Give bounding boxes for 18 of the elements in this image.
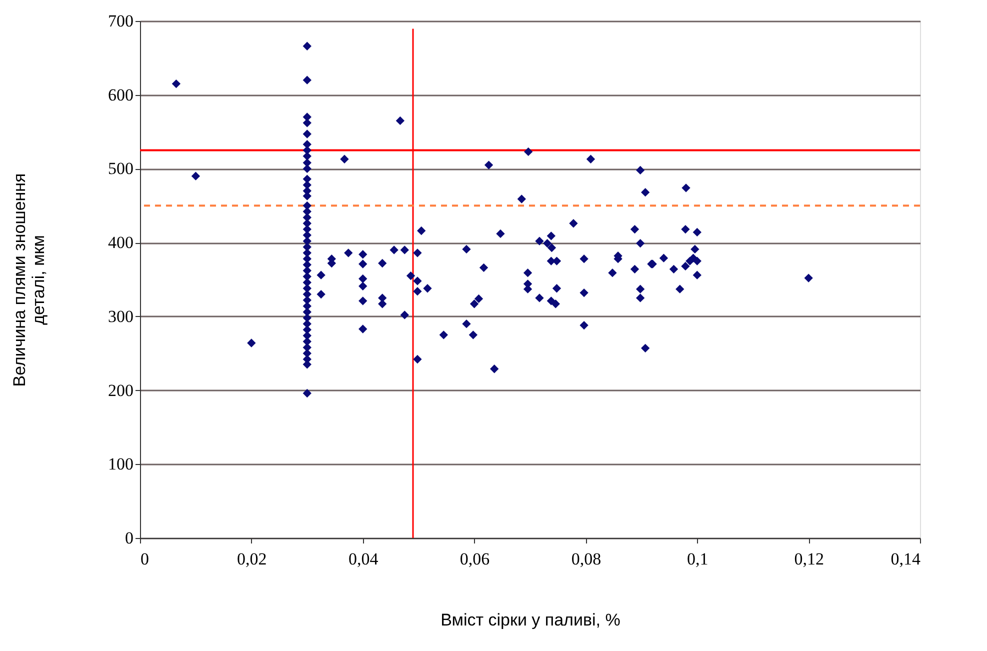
x-tick-label: 0,14 [890,550,921,568]
y-axis-title: Величина плями зношення деталі, мкм [10,173,48,387]
y-tick-label: 200 [108,380,134,400]
y-tick-label: 700 [108,12,134,30]
x-tick-label: 0 [140,550,149,568]
x-tick-label: 0,08 [571,550,602,568]
x-tick-label: 0,12 [794,550,824,568]
x-tick-label: 0,1 [687,550,708,568]
x-axis-title: Вміст сірки у паливі, % [440,610,620,630]
y-tick-label: 300 [108,306,134,326]
y-tick-label: 500 [108,159,134,178]
x-tick-label: 0,06 [460,550,490,568]
y-tick-label: 100 [108,454,134,474]
y-tick-label: 0 [125,528,134,548]
y-tick-label: 600 [108,85,134,104]
y-tick-label: 400 [108,233,134,252]
x-tick-label: 0,04 [348,550,379,568]
x-tick-label: 0,02 [237,550,267,568]
